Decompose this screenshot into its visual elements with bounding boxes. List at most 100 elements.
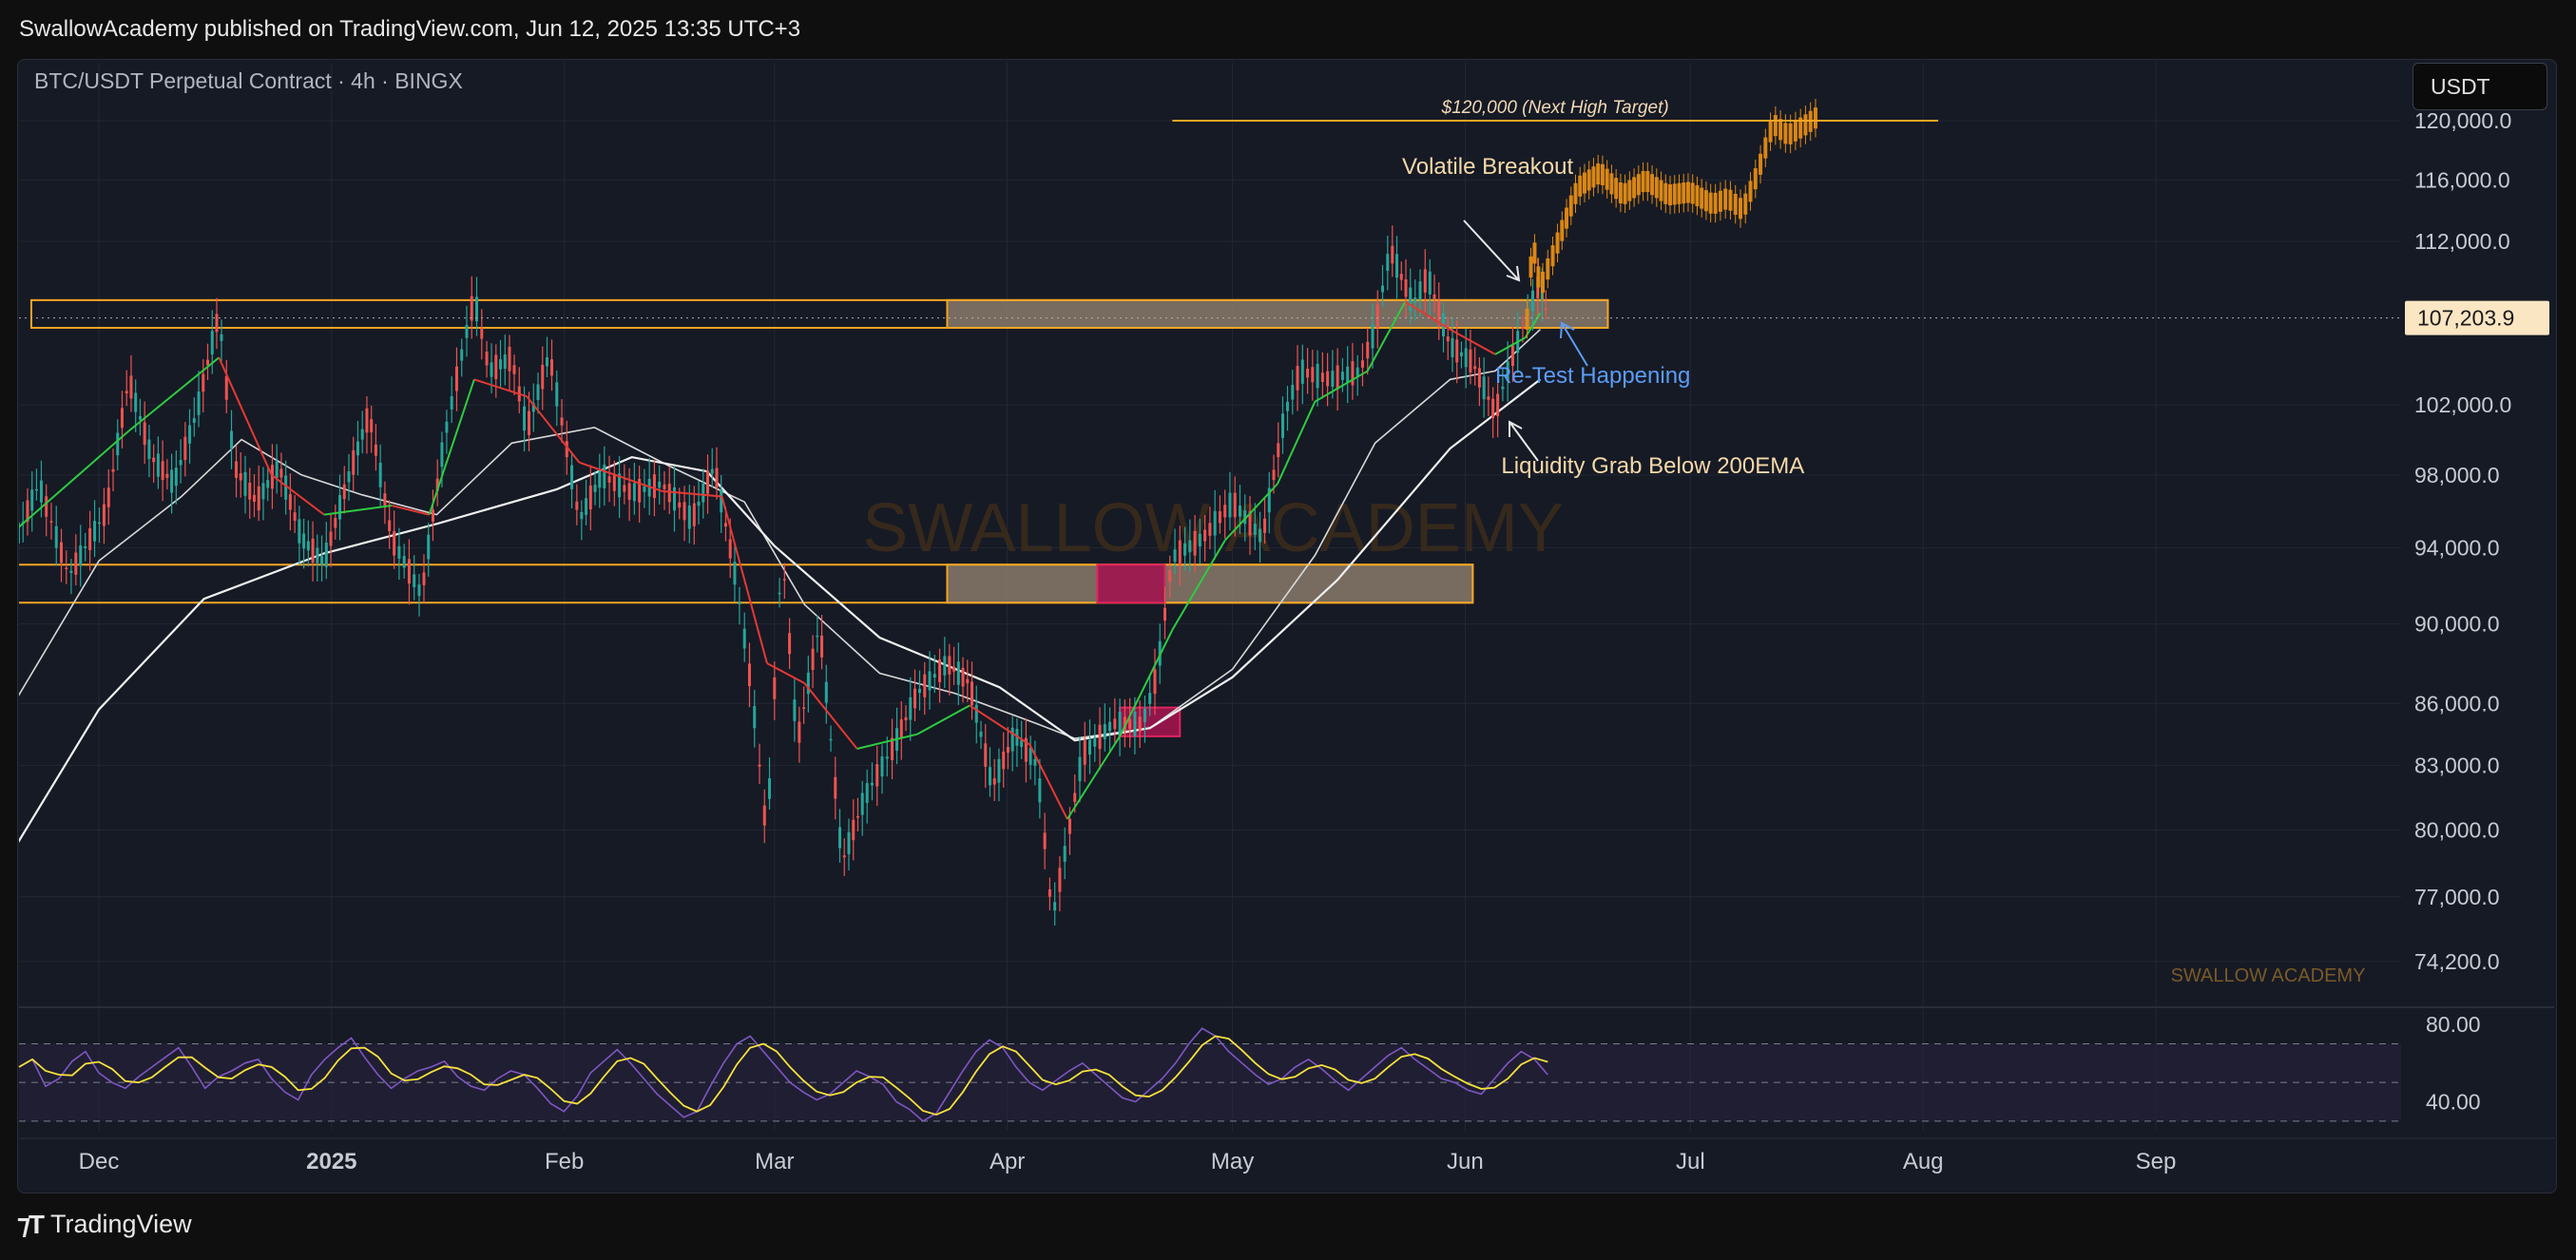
price-candle <box>79 544 83 566</box>
price-candle <box>588 485 592 510</box>
price-candle <box>270 465 274 489</box>
price-candle <box>1038 778 1042 803</box>
price-candle <box>1203 529 1207 542</box>
price-candle <box>1267 487 1271 513</box>
x-axis-tick: Dec <box>79 1149 120 1174</box>
price-candle <box>1128 718 1132 730</box>
price-candle <box>1355 367 1359 376</box>
price-candle <box>1093 736 1097 747</box>
price-candle <box>235 461 239 478</box>
price-candle <box>753 706 757 729</box>
price-candle <box>397 545 401 560</box>
tradingview-logo-icon[interactable]: ⁊T <box>17 1210 45 1239</box>
price-candle <box>974 704 978 723</box>
price-candle <box>758 764 761 767</box>
price-candle <box>816 635 819 638</box>
y-axis-tick: 102,000.0 <box>2414 392 2511 417</box>
price-candle <box>460 349 464 361</box>
price-candle <box>550 359 554 376</box>
footer-brand[interactable]: TradingView <box>50 1210 192 1238</box>
price-candle <box>1178 540 1182 565</box>
price-candle <box>329 531 333 546</box>
price-candle <box>545 357 548 367</box>
price-candle <box>793 699 797 721</box>
price-candle <box>257 486 260 511</box>
price-candle <box>156 453 160 477</box>
annotation-label: Liquidity Grab Below 200EMA <box>1501 453 1804 479</box>
ema-fast-segment <box>428 378 475 515</box>
price-candle <box>1510 345 1514 367</box>
ema-fast-segment <box>856 733 918 750</box>
price-candle <box>342 484 346 500</box>
price-candle <box>1263 518 1267 533</box>
price-candle <box>1360 360 1364 368</box>
price-candle <box>1473 366 1477 370</box>
price-candle <box>1108 721 1112 732</box>
price-candle <box>120 408 124 429</box>
price-candle <box>1296 366 1299 391</box>
price-candle <box>723 523 727 527</box>
ema-fast-segment <box>323 505 393 516</box>
price-candle <box>860 792 864 815</box>
price-candle <box>316 547 319 563</box>
price-candle <box>627 483 631 501</box>
price-candle <box>370 419 374 432</box>
price-candle <box>710 468 714 474</box>
ema-fast-segment <box>127 356 220 432</box>
currency-button[interactable]: USDT <box>2413 63 2547 110</box>
price-candle <box>952 666 956 672</box>
price-candle <box>948 656 952 675</box>
y-axis-tick: 74,200.0 <box>2414 949 2500 974</box>
price-candle <box>134 392 138 412</box>
price-candle <box>570 465 574 489</box>
price-candle <box>1098 724 1102 750</box>
price-candle <box>293 512 297 521</box>
price-candle <box>192 418 196 423</box>
ema-fast-segment <box>1450 328 1496 355</box>
price-candle <box>778 592 781 595</box>
price-candle <box>19 523 20 544</box>
price-candle <box>360 429 364 440</box>
price-candle <box>1455 339 1459 363</box>
price-candle <box>69 570 73 573</box>
ema-fast-segment <box>473 378 528 398</box>
zone-lower_support_filled <box>946 563 1474 604</box>
price-candle <box>1153 669 1157 695</box>
price-candle <box>26 500 29 523</box>
price-candle <box>1521 327 1525 330</box>
price-candle <box>838 827 842 849</box>
price-candle <box>266 480 270 488</box>
price-candle <box>435 478 439 491</box>
price-candle <box>1375 303 1379 328</box>
price-candle <box>768 778 772 799</box>
ema-fast-segment <box>721 496 768 664</box>
price-candle <box>988 767 991 786</box>
price-candle <box>440 442 444 468</box>
price-candle <box>1306 369 1310 378</box>
current-price-tag <box>2405 300 2549 335</box>
price-candle <box>580 511 584 520</box>
price-candle <box>138 415 142 420</box>
price-candle <box>852 819 855 841</box>
price-candle <box>1428 271 1432 295</box>
zone-upper_resistance_filled <box>946 298 1609 329</box>
rsi-line <box>18 1027 1548 1122</box>
price-candle <box>34 488 38 491</box>
arrow-liquidity-grab <box>1509 420 1539 462</box>
price-candle <box>891 737 894 760</box>
price-candle <box>658 481 662 488</box>
price-candle <box>560 417 564 426</box>
ema-fast-segment <box>1028 744 1068 820</box>
price-candle <box>49 521 53 523</box>
rsi-y-tick: 40.00 <box>2426 1090 2481 1115</box>
price-candle <box>365 408 369 433</box>
price-candle <box>992 778 996 785</box>
price-candle <box>909 697 913 720</box>
price-candle <box>652 474 656 499</box>
price-candle <box>356 441 359 456</box>
price-candle <box>1253 524 1257 535</box>
price-candle <box>388 520 392 531</box>
ema-fast-segment <box>916 704 971 735</box>
price-candle <box>183 436 187 461</box>
ema-fast-segment <box>391 505 430 516</box>
